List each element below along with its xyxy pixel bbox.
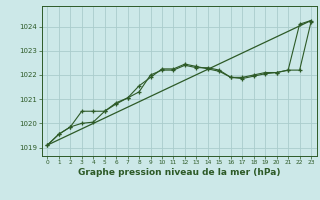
X-axis label: Graphe pression niveau de la mer (hPa): Graphe pression niveau de la mer (hPa) [78, 168, 280, 177]
